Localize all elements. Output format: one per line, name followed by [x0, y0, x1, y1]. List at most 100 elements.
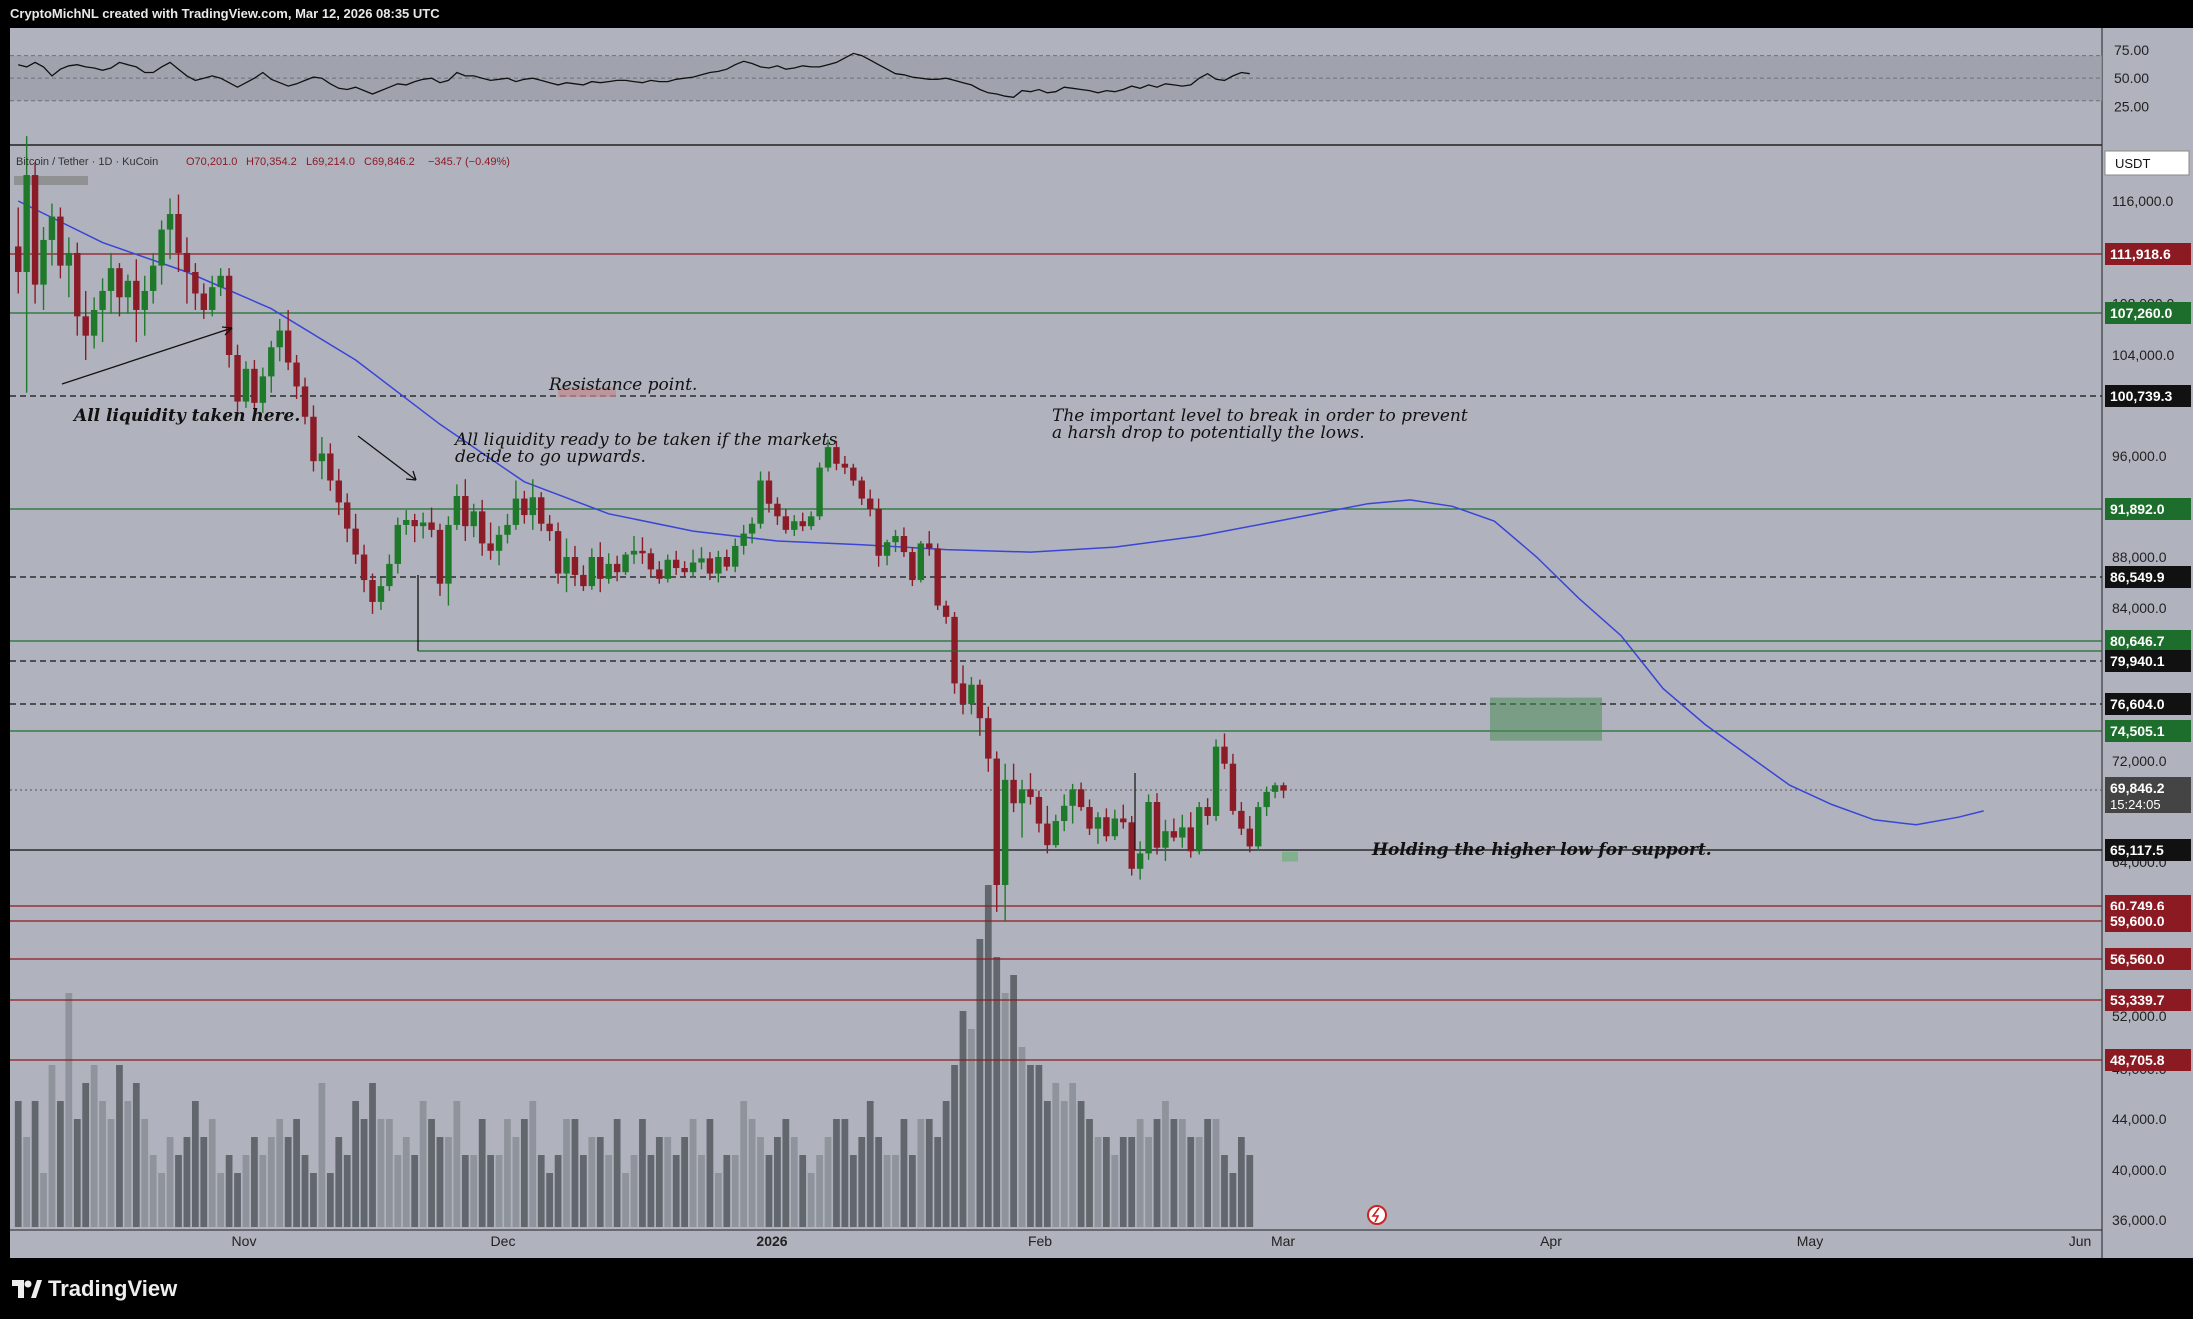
candle[interactable] — [166, 198, 174, 260]
candle[interactable] — [1187, 812, 1194, 858]
candle[interactable] — [394, 517, 402, 574]
candle[interactable] — [116, 263, 123, 317]
candle[interactable] — [107, 252, 115, 314]
candle[interactable] — [605, 553, 612, 584]
candle[interactable] — [841, 456, 849, 475]
candle[interactable] — [1027, 773, 1034, 805]
candle[interactable] — [791, 515, 798, 537]
candle[interactable] — [343, 493, 351, 543]
candle[interactable] — [65, 237, 73, 298]
candle[interactable] — [462, 479, 469, 541]
candle[interactable] — [276, 318, 283, 362]
candle[interactable] — [563, 538, 570, 593]
candle[interactable] — [799, 512, 806, 532]
candle[interactable] — [909, 547, 916, 587]
candle[interactable] — [268, 340, 275, 393]
candle[interactable] — [917, 540, 925, 583]
candle[interactable] — [386, 554, 393, 591]
candle[interactable] — [816, 462, 823, 521]
candle[interactable] — [360, 544, 368, 593]
candle[interactable] — [934, 543, 941, 610]
candle[interactable] — [732, 538, 739, 573]
candle[interactable] — [470, 503, 477, 538]
candle[interactable] — [436, 523, 444, 596]
candle[interactable] — [217, 268, 224, 297]
candle[interactable] — [82, 290, 89, 361]
candle[interactable] — [512, 480, 520, 530]
level-price-tag[interactable]: 107,260.0 — [2105, 302, 2191, 324]
level-price-tag[interactable]: 56,560.0 — [2105, 948, 2191, 970]
candle[interactable] — [1153, 793, 1161, 855]
candle[interactable] — [133, 259, 140, 343]
candle[interactable] — [554, 522, 562, 584]
candle[interactable] — [419, 512, 427, 539]
candle[interactable] — [613, 555, 621, 582]
level-price-tag[interactable]: 74,505.1 — [2105, 720, 2191, 742]
candle[interactable] — [74, 242, 81, 336]
candle[interactable] — [1255, 802, 1262, 851]
candle[interactable] — [715, 550, 722, 583]
candle[interactable] — [723, 549, 731, 571]
candle[interactable] — [968, 676, 975, 715]
candle[interactable] — [90, 297, 98, 349]
candle[interactable] — [807, 511, 815, 530]
candle[interactable] — [976, 679, 984, 736]
candle[interactable] — [774, 497, 781, 525]
candle[interactable] — [225, 268, 233, 368]
candle[interactable] — [411, 513, 418, 543]
candle[interactable] — [1120, 804, 1127, 829]
currency-selector[interactable]: USDT — [2104, 150, 2190, 176]
candle[interactable] — [538, 492, 545, 532]
candle[interactable] — [403, 510, 410, 535]
candle[interactable] — [647, 548, 655, 577]
candle[interactable] — [259, 367, 267, 413]
candle[interactable] — [656, 561, 663, 584]
candle[interactable] — [192, 263, 199, 310]
candle[interactable] — [478, 499, 486, 556]
candle[interactable] — [1111, 809, 1119, 841]
candle[interactable] — [209, 275, 216, 317]
level-price-tag[interactable]: 76,604.0 — [2105, 693, 2191, 715]
candle[interactable] — [183, 237, 191, 304]
candle[interactable] — [40, 226, 47, 310]
candle[interactable] — [892, 529, 899, 553]
candle[interactable] — [504, 513, 511, 544]
candle[interactable] — [1010, 763, 1017, 813]
candle[interactable] — [327, 443, 334, 491]
candle[interactable] — [698, 547, 705, 570]
level-price-tag[interactable]: 100,739.3 — [2105, 385, 2191, 407]
tradingview-logo[interactable]: TradingView — [12, 1276, 177, 1302]
candle[interactable] — [1170, 818, 1178, 842]
candle[interactable] — [883, 539, 891, 566]
level-price-tag[interactable]: 80,646.7 — [2105, 630, 2191, 652]
candle[interactable] — [664, 554, 671, 583]
last-price-tag[interactable]: 69,846.215:24:05 — [2105, 777, 2191, 813]
candle[interactable] — [1061, 794, 1068, 832]
candle[interactable] — [158, 220, 165, 285]
candle[interactable] — [352, 513, 359, 564]
candle[interactable] — [234, 344, 241, 412]
candle[interactable] — [149, 252, 157, 304]
candle[interactable] — [1212, 739, 1220, 822]
candle[interactable] — [175, 194, 182, 272]
candle[interactable] — [993, 751, 1000, 912]
candle[interactable] — [1044, 805, 1051, 854]
candle[interactable] — [15, 207, 22, 294]
candle[interactable] — [335, 468, 342, 516]
candle[interactable] — [951, 611, 958, 694]
target-zone[interactable] — [1490, 697, 1602, 741]
candle[interactable] — [597, 542, 604, 593]
candle[interactable] — [757, 471, 764, 529]
candle[interactable] — [1086, 799, 1093, 835]
candle[interactable] — [284, 309, 292, 371]
candle[interactable] — [1246, 815, 1254, 853]
level-price-tag[interactable]: 59,600.0 — [2105, 910, 2191, 932]
candle[interactable] — [453, 484, 461, 530]
candle[interactable] — [1145, 794, 1152, 860]
candle[interactable] — [850, 463, 857, 486]
candle[interactable] — [251, 360, 258, 419]
candle[interactable] — [200, 283, 208, 319]
candle[interactable] — [833, 440, 840, 471]
candle[interactable] — [141, 275, 148, 336]
symbol-legend[interactable]: Bitcoin / Tether · 1D · KuCoin O70,201.0 H… — [16, 156, 510, 168]
